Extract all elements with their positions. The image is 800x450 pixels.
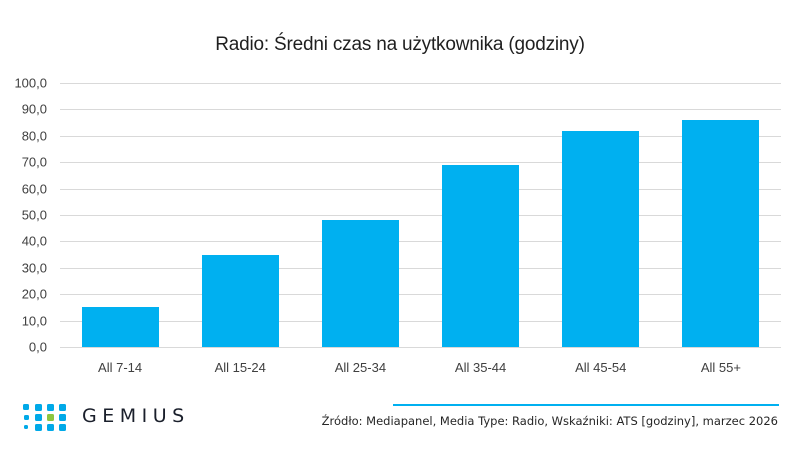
logo-dot-icon <box>46 403 54 411</box>
y-tick-label: 10,0 <box>21 313 47 329</box>
y-tick-label: 0,0 <box>28 339 47 355</box>
logo-dot-icon <box>46 423 54 431</box>
gridline <box>60 320 781 322</box>
logo-dot-icon <box>34 403 42 411</box>
source-divider <box>393 404 779 406</box>
logo-dot-icon <box>34 413 42 421</box>
y-tick-label: 50,0 <box>21 207 47 223</box>
bar <box>81 306 159 347</box>
logo-dot-icon <box>34 423 42 431</box>
x-tick-label: All 25-34 <box>334 360 387 375</box>
bar <box>682 119 760 347</box>
logo-dot-icon <box>58 403 66 411</box>
gridline <box>60 83 781 84</box>
y-tick-label: 100,0 <box>14 75 47 91</box>
gridline <box>60 135 781 137</box>
chart-title: Radio: Średni czas na użytkownika (godzi… <box>215 34 585 55</box>
x-tick-label: All 7-14 <box>98 360 143 375</box>
gemius-logo: GEMIUS <box>20 400 220 432</box>
logo-dot-icon <box>58 423 66 431</box>
x-tick-label: All 45-54 <box>575 360 627 375</box>
gridline <box>60 267 781 269</box>
bar <box>562 130 640 347</box>
gridline <box>60 109 781 111</box>
x-tick-label: All 15-24 <box>214 360 266 375</box>
source-note: Źródło: Mediapanel, Media Type: Radio, W… <box>321 414 778 428</box>
gridline <box>60 162 781 164</box>
y-tick-label: 90,0 <box>21 101 47 117</box>
logo-dot-icon <box>58 413 66 421</box>
y-tick-label: 40,0 <box>21 233 47 249</box>
logo-text: GEMIUS <box>82 405 190 427</box>
logo-dot-icon <box>24 425 28 429</box>
plot-area <box>60 83 781 348</box>
gridline <box>60 347 781 348</box>
y-tick-label: 20,0 <box>21 286 47 302</box>
y-tick-label: 70,0 <box>21 154 47 170</box>
logo-dot-icon <box>23 404 29 410</box>
logo-dot-icon <box>46 413 54 421</box>
bar <box>321 220 399 347</box>
x-tick-label: All 55+ <box>700 360 741 375</box>
bar <box>442 164 520 347</box>
gridline <box>60 241 781 243</box>
y-tick-label: 80,0 <box>21 128 47 144</box>
logo-dot-icon <box>23 414 29 420</box>
y-tick-label: 30,0 <box>21 260 47 276</box>
x-tick-label: All 35-44 <box>454 360 507 375</box>
gridline <box>60 294 781 296</box>
bar <box>201 254 279 347</box>
y-tick-label: 60,0 <box>21 181 47 197</box>
gridline <box>60 188 781 190</box>
gridline <box>60 215 781 216</box>
